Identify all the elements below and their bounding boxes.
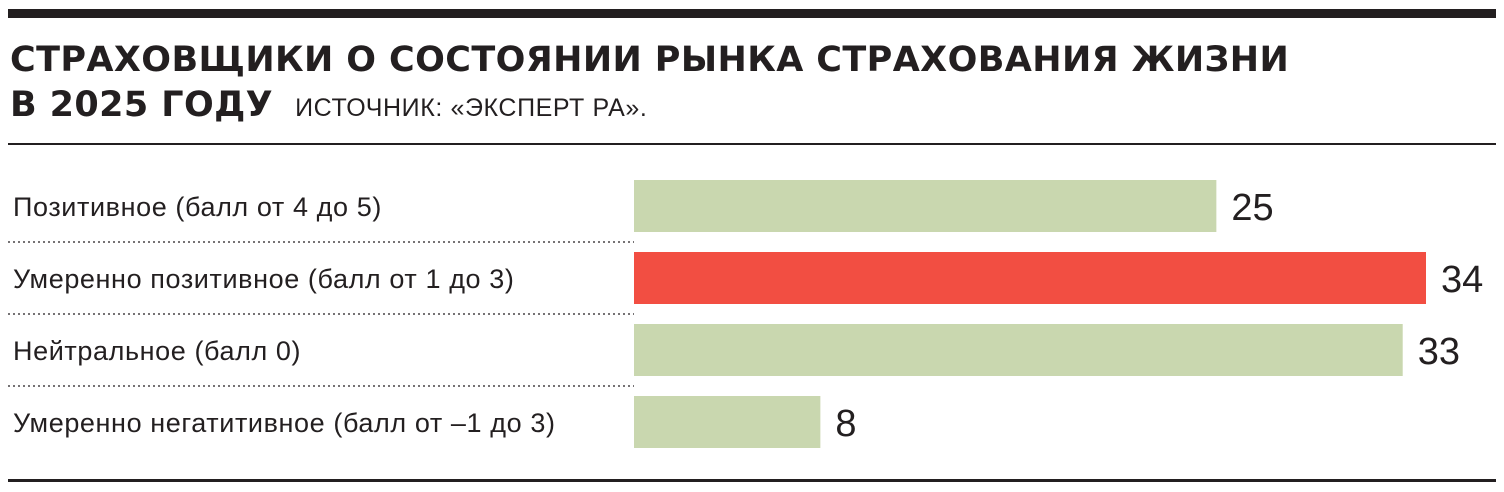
source-note: ИСТОЧНИК: «ЭКСПЕРТ РА». xyxy=(295,94,648,122)
header-divider xyxy=(8,143,1496,145)
value-label: 34 xyxy=(1441,259,1483,301)
bar xyxy=(634,180,1217,232)
category-label: Умеренно позитивное (балл от 1 до 3) xyxy=(13,264,514,294)
bar xyxy=(634,396,821,448)
value-label: 25 xyxy=(1231,187,1273,229)
value-label: 8 xyxy=(835,403,856,445)
title-line-1: СТРАХОВЩИКИ О СОСТОЯНИИ РЫНКА СТРАХОВАНИ… xyxy=(10,40,1290,80)
top-rule xyxy=(8,9,1496,18)
category-label: Позитивное (балл от 4 до 5) xyxy=(13,192,382,222)
category-label: Нейтральное (балл 0) xyxy=(13,336,301,366)
title-year: В 2025 ГОДУ xyxy=(10,85,274,125)
title-line-2: В 2025 ГОДУ ИСТОЧНИК: «ЭКСПЕРТ РА». xyxy=(10,83,1289,131)
category-label: Умеренно негатитивное (балл от –1 до 3) xyxy=(13,408,556,438)
bar xyxy=(634,324,1403,376)
bottom-rule xyxy=(8,479,1496,482)
chart-title: СТРАХОВЩИКИ О СОСТОЯНИИ РЫНКА СТРАХОВАНИ… xyxy=(10,38,1289,131)
value-label: 33 xyxy=(1418,331,1460,373)
bar xyxy=(634,252,1426,304)
